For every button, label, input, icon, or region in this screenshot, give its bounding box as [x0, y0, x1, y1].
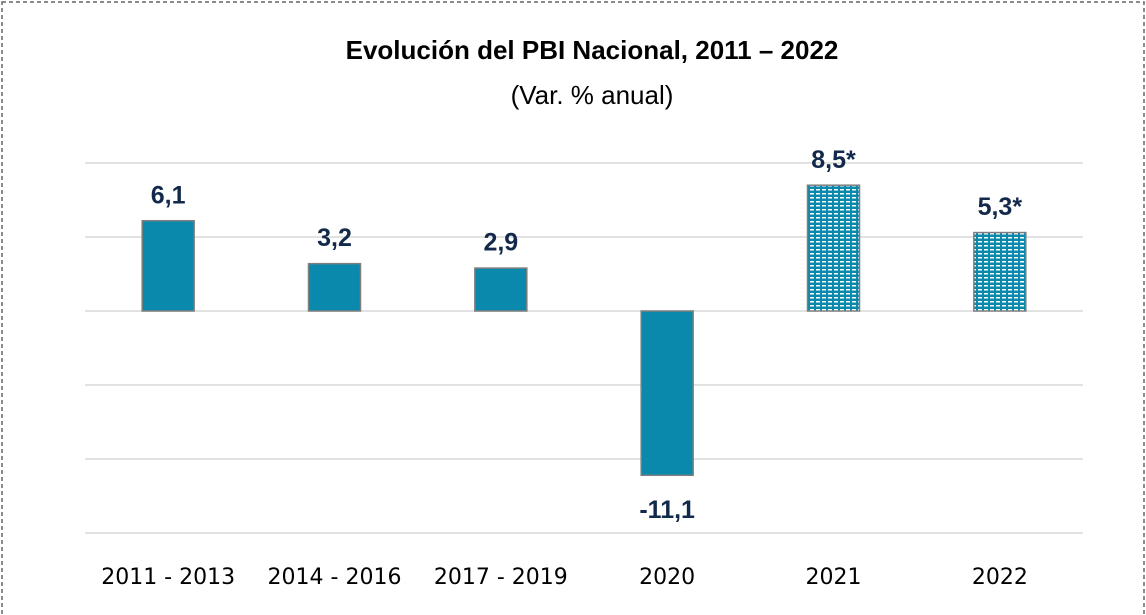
x-tick-label: 2022: [972, 565, 1028, 590]
x-tick-label: 2014 - 2016: [268, 565, 402, 590]
x-tick-label: 2011 - 2013: [101, 565, 235, 590]
data-label: -11,1: [639, 496, 695, 524]
x-tick-label: 2017 - 2019: [434, 565, 568, 590]
bar: [307, 262, 362, 312]
bar: [141, 219, 195, 312]
data-label: 5,3*: [978, 193, 1023, 221]
bar: [806, 184, 861, 312]
data-label: 6,1: [151, 181, 186, 209]
x-tick-label: 2020: [639, 565, 695, 590]
data-label: 2,9: [483, 229, 518, 257]
bar: [973, 231, 1027, 312]
bar: [640, 310, 694, 477]
data-label: 3,2: [317, 224, 352, 252]
chart-title: Evolución del PBI Nacional, 2011 – 2022: [346, 35, 839, 65]
chart-subtitle: (Var. % anual): [511, 80, 674, 110]
bar: [474, 267, 528, 312]
data-label: 8,5*: [811, 146, 856, 174]
x-tick-label: 2021: [806, 565, 862, 590]
